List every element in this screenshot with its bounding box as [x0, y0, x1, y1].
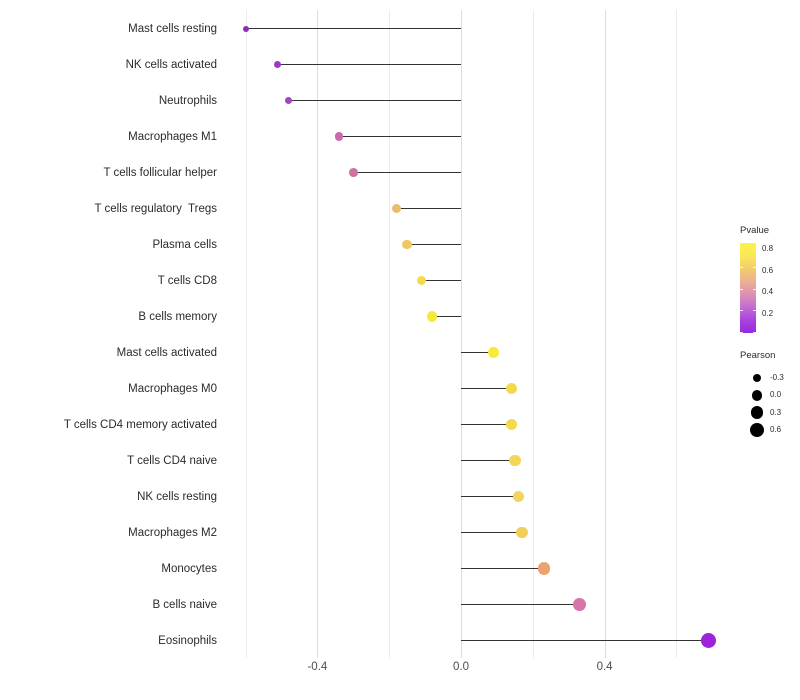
stem-line — [421, 279, 461, 282]
pearson-legend-label: 0.3 — [770, 407, 782, 417]
pvalue-tick-mark — [753, 331, 756, 333]
y-axis-label: Mast cells resting — [128, 22, 217, 35]
lollipop-dot — [505, 418, 517, 431]
stem-line — [461, 459, 515, 462]
pvalue-tick-mark — [753, 267, 756, 269]
x-axis-tick-label: -0.4 — [307, 661, 328, 673]
legend-pvalue-title: Pvalue — [740, 225, 770, 236]
lollipop-dot — [402, 239, 412, 250]
legend-pearson-title: Pearson — [740, 350, 776, 361]
gridline-minor — [676, 10, 678, 658]
lollipop-dot — [537, 562, 550, 575]
stem-line — [288, 99, 461, 102]
pvalue-tick-mark — [753, 310, 756, 312]
lollipop-dot — [334, 132, 344, 141]
pearson-legend-dot — [750, 406, 764, 419]
lollipop-dot — [487, 346, 499, 359]
y-axis-label: T cells CD4 memory activated — [63, 418, 217, 431]
pvalue-tick-mark — [740, 310, 743, 312]
lollipop-dot — [416, 275, 427, 286]
pearson-legend-label: -0.3 — [770, 373, 784, 382]
y-axis-label: Neutrophils — [158, 94, 217, 107]
gridline-major — [604, 10, 606, 658]
gridline-major — [317, 10, 319, 658]
lollipop-dot — [701, 632, 717, 649]
stem-line — [461, 495, 519, 498]
lollipop-dot — [516, 526, 528, 539]
y-axis-label: Macrophages M1 — [128, 130, 217, 143]
y-axis-label: Mast cells activated — [116, 346, 217, 359]
y-axis-label: Macrophages M0 — [128, 382, 217, 395]
pvalue-tick-mark — [740, 331, 743, 333]
stem-line — [461, 567, 544, 570]
pvalue-tick-mark — [753, 288, 756, 290]
stem-line — [396, 207, 461, 210]
stem-line — [461, 351, 494, 354]
x-axis-tick-label: 0.0 — [453, 661, 469, 673]
pvalue-colorbar — [740, 243, 756, 333]
y-axis-label: Macrophages M2 — [128, 526, 217, 539]
pearson-legend-dot — [749, 422, 765, 438]
pvalue-tick-label: 0.6 — [762, 265, 774, 275]
pvalue-tick-mark — [740, 267, 743, 269]
lollipop-dot — [512, 490, 525, 503]
lollipop-dot — [284, 96, 293, 105]
stem-line — [461, 387, 512, 390]
y-axis-label: Plasma cells — [152, 238, 217, 251]
pearson-legend-label: 0.0 — [770, 390, 782, 400]
stem-line — [461, 639, 709, 642]
x-axis-tick-label: 0.4 — [596, 661, 613, 673]
y-axis-label: Eosinophils — [158, 634, 217, 647]
pearson-legend-dot — [752, 373, 762, 383]
stem-line — [353, 171, 461, 174]
stem-line — [432, 315, 461, 318]
y-axis-label: T cells CD8 — [157, 274, 217, 287]
y-axis-label: B cells memory — [138, 310, 217, 323]
stem-line — [277, 63, 461, 66]
pvalue-tick-label: 0.4 — [762, 287, 774, 297]
y-axis-label: Monocytes — [161, 562, 217, 575]
stem-line — [245, 27, 461, 30]
lollipop-dot — [427, 311, 438, 322]
gridline-major — [461, 10, 462, 658]
pvalue-tick-label: 0.8 — [762, 244, 774, 254]
y-axis-label: B cells naive — [152, 598, 217, 611]
pearson-legend-dot — [751, 390, 763, 401]
legend-pearson: Pearson -0.3 0.0 0.3 0.6 — [740, 350, 800, 438]
lollipop-dot — [505, 382, 517, 395]
stem-line — [461, 603, 580, 606]
pearson-legend-label: 0.6 — [770, 424, 782, 434]
lollipop-dot — [349, 168, 358, 177]
legend-pvalue: Pvalue 0.8 0.6 0.4 0.2 — [740, 225, 800, 333]
lollipop-dot — [274, 60, 282, 69]
gridline-minor — [245, 10, 247, 658]
pvalue-tick-mark — [740, 288, 743, 290]
lollipop-dot — [573, 598, 586, 611]
stem-line — [461, 423, 512, 426]
lollipop-dot — [391, 203, 402, 214]
y-axis-label: T cells CD4 naive — [127, 454, 217, 467]
pvalue-tick-label: 0.2 — [762, 308, 774, 318]
y-axis-label: NK cells resting — [137, 490, 217, 503]
stem-line — [407, 243, 461, 246]
lollipop-dot — [509, 454, 521, 467]
stem-line — [338, 135, 461, 138]
gridline-minor — [389, 10, 391, 658]
gridline-minor — [532, 10, 534, 658]
lollipop-dot — [242, 25, 249, 32]
y-axis-label: NK cells activated — [125, 58, 217, 71]
stem-line — [461, 531, 523, 534]
y-axis-label: T cells follicular helper — [103, 166, 217, 179]
y-axis-label: T cells regulatory Tregs — [94, 202, 217, 215]
